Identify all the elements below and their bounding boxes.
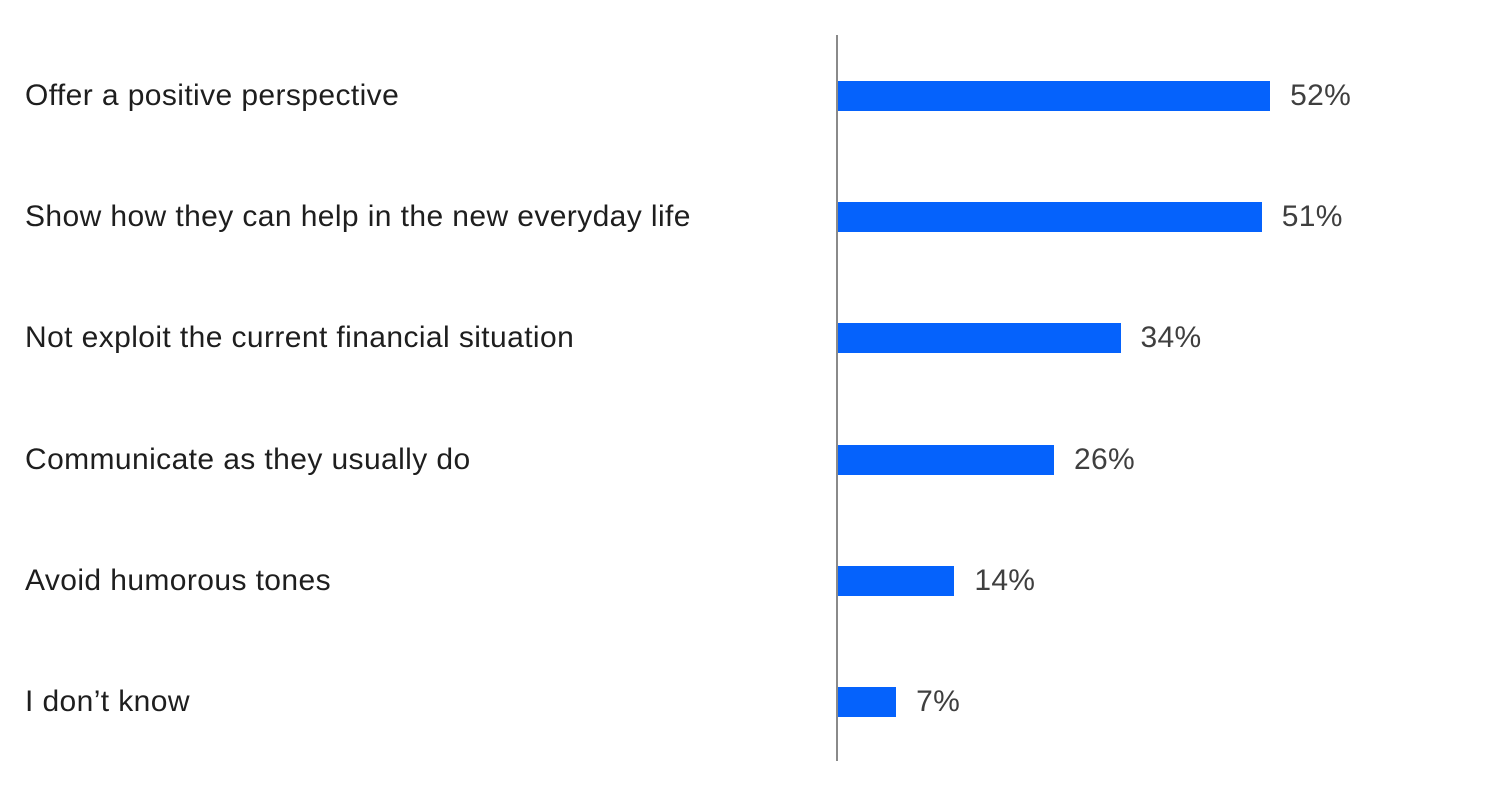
axis-line [836,35,838,761]
category-label: Avoid humorous tones [25,563,331,597]
category-label: Communicate as they usually do [25,442,471,476]
category-label: Show how they can help in the new everyd… [25,200,691,234]
value-label: 51% [1281,200,1343,234]
value-label: 34% [1140,321,1202,355]
value-label: 14% [974,563,1036,597]
bar [838,323,1121,354]
category-label: Not exploit the current financial situat… [25,321,575,355]
value-label: 52% [1290,79,1352,112]
category-label: I don’t know [25,685,190,718]
bar [838,81,1271,111]
bar [838,687,897,717]
bar [838,444,1055,475]
bar [838,202,1262,233]
value-label: 7% [916,685,961,718]
bar [838,565,955,596]
category-label: Offer a positive perspective [25,79,400,112]
value-label: 26% [1074,442,1135,476]
